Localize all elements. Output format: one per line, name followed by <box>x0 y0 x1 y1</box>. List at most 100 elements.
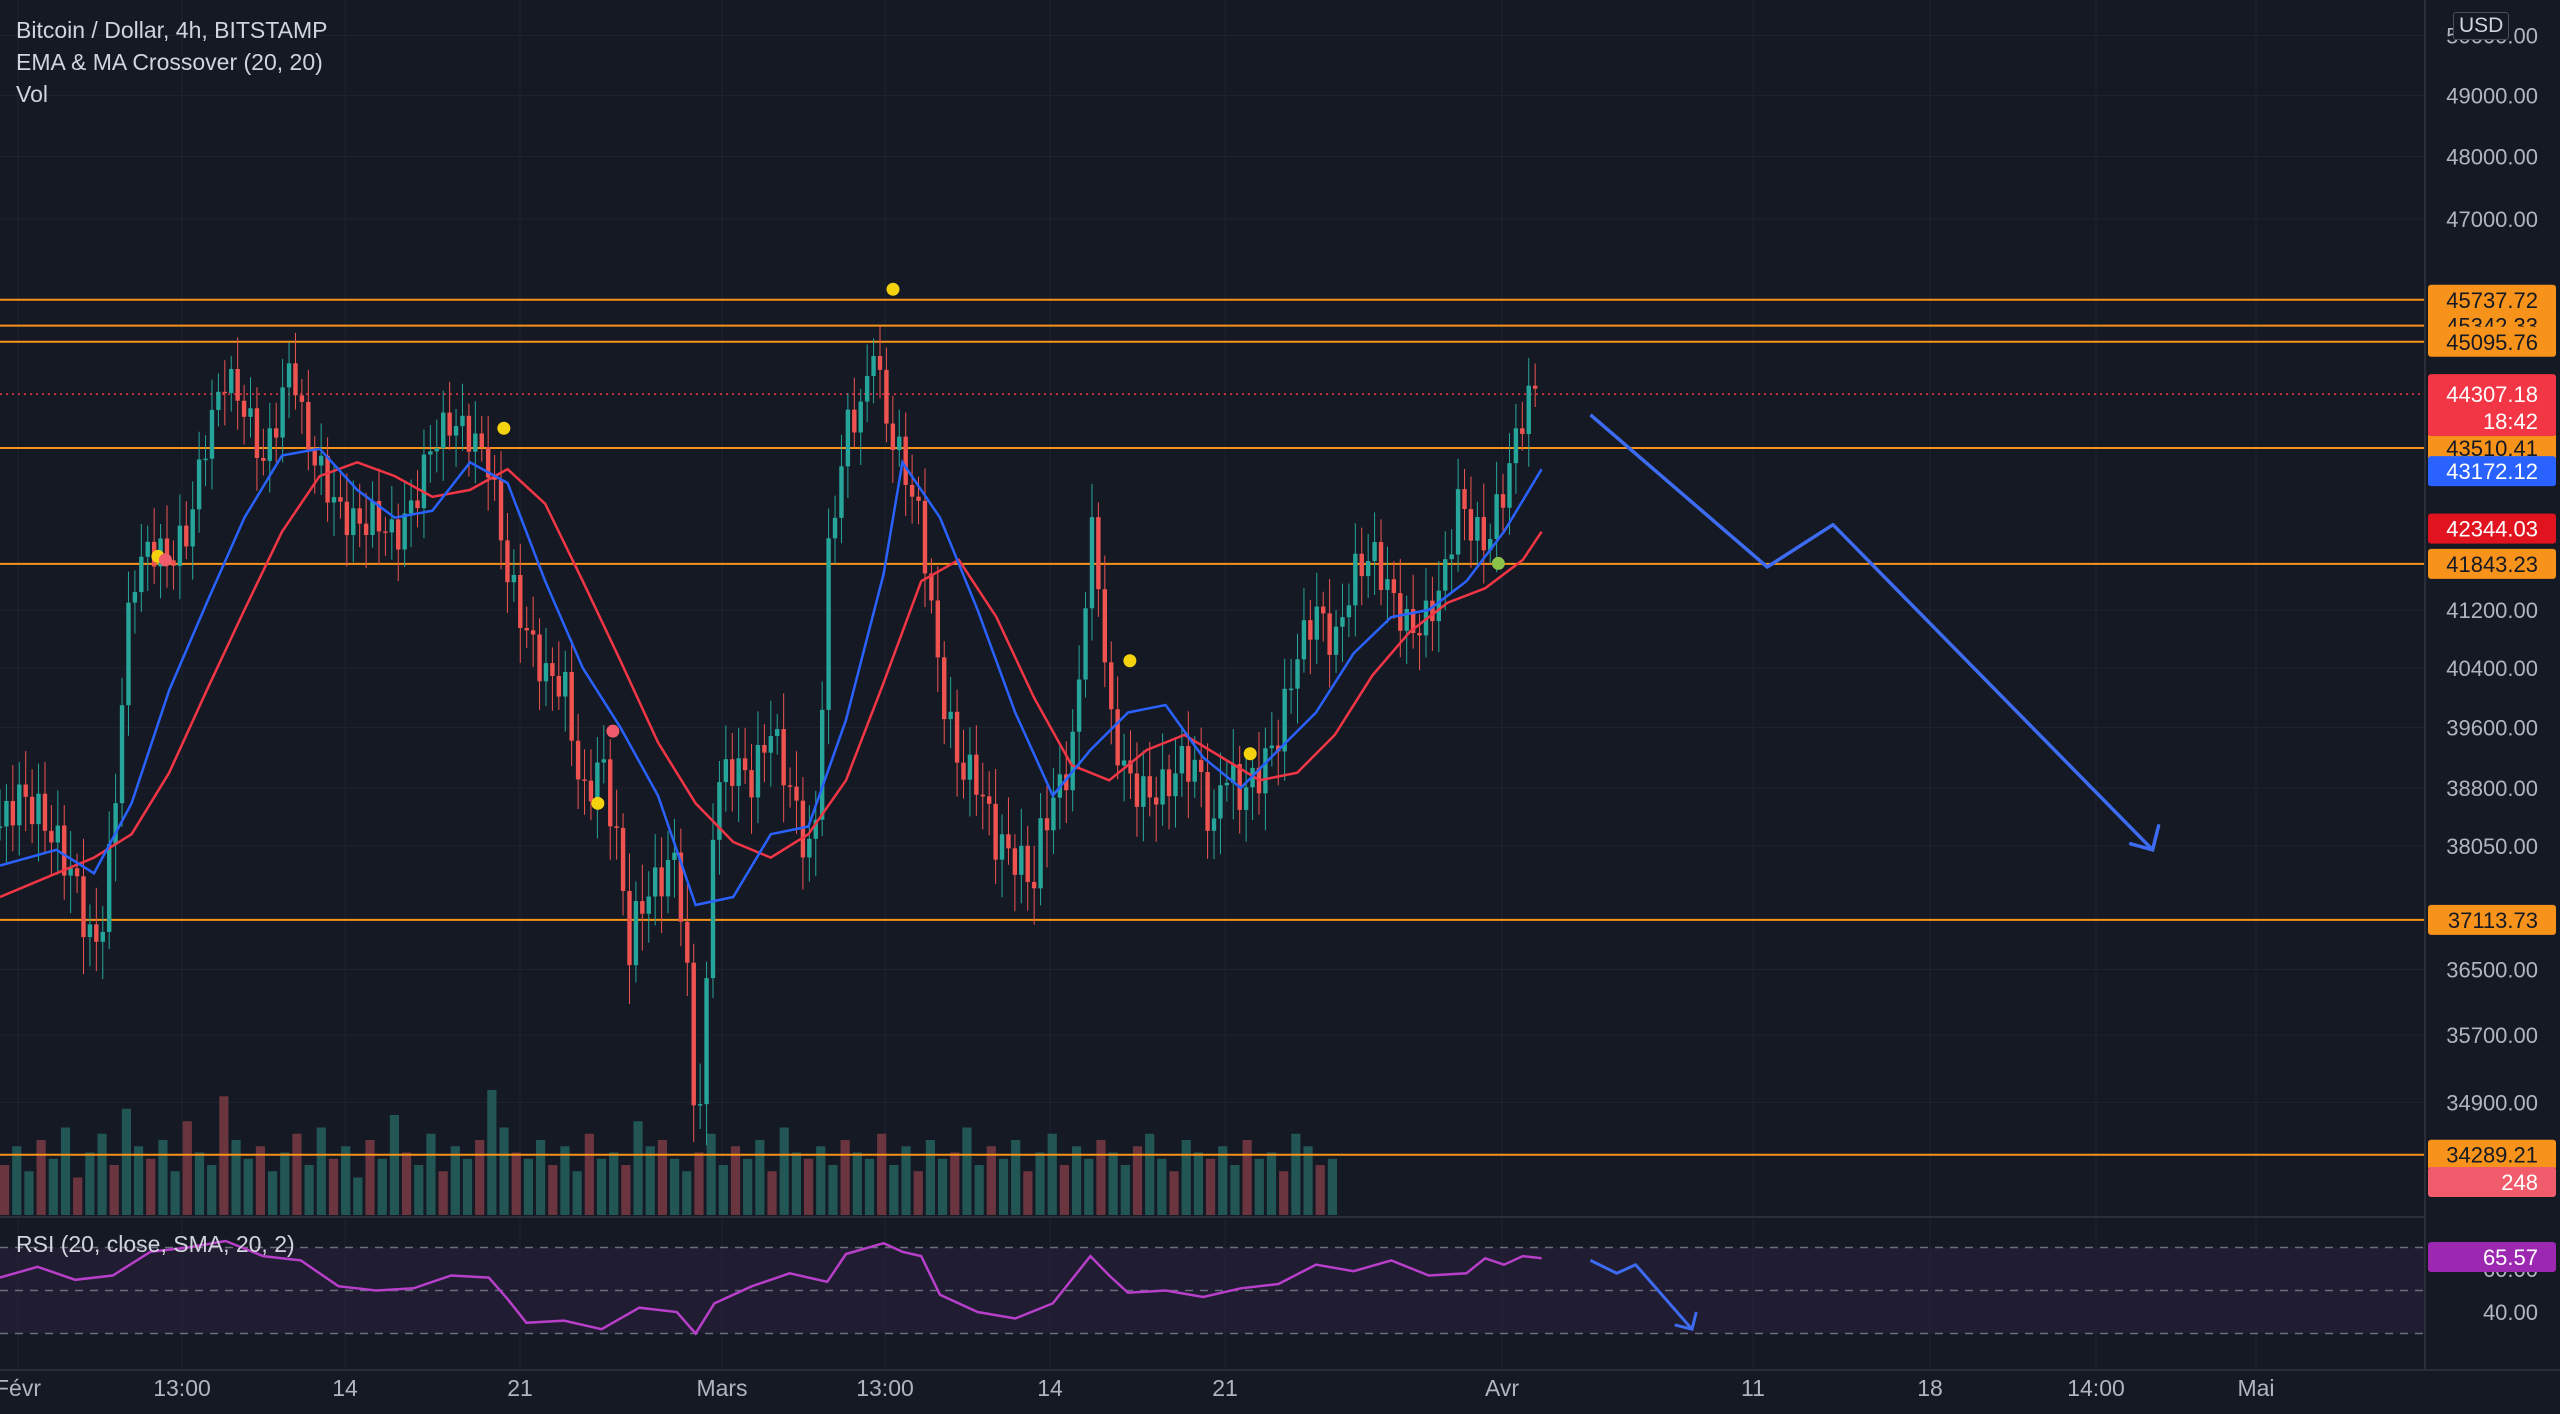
candle-body <box>190 509 195 547</box>
candle-body <box>0 826 3 828</box>
volume-value-label[interactable]: 248 <box>2501 1170 2538 1195</box>
rsi-label[interactable]: RSI (20, close, SMA, 20, 2) <box>16 1231 295 1257</box>
candle-body <box>1513 428 1519 464</box>
candle-body <box>55 825 61 843</box>
ema-line <box>0 447 1543 907</box>
volume-bar <box>816 1146 826 1215</box>
candle-body <box>768 736 773 753</box>
volume-bar <box>48 1158 58 1215</box>
current-price-label[interactable]: 44307.18 <box>2446 382 2538 407</box>
projection-arrow[interactable] <box>1589 413 2161 852</box>
candle-body <box>1019 845 1024 875</box>
candle-body <box>1391 579 1397 594</box>
level-price-label[interactable]: 45737.72 <box>2446 288 2538 313</box>
candle-body <box>434 448 439 452</box>
currency-badge[interactable]: USD <box>2453 12 2510 40</box>
volume-bar <box>194 1152 205 1215</box>
candle-body <box>1115 709 1120 766</box>
volume-bar <box>706 1133 716 1215</box>
candle-body <box>299 395 305 402</box>
candle-body <box>993 803 998 860</box>
volume-bar <box>1291 1133 1301 1215</box>
chart-grid <box>0 0 2425 1370</box>
volume-bar <box>1120 1165 1130 1215</box>
candle-body <box>582 779 587 781</box>
volume-bar <box>231 1140 241 1215</box>
volume-bar <box>852 1152 862 1215</box>
candle-body <box>1488 539 1493 551</box>
candle-body <box>447 412 452 436</box>
candle-body <box>826 538 831 710</box>
ma-price-label[interactable]: 42344.03 <box>2446 517 2538 542</box>
time-tick-label: 21 <box>507 1375 533 1401</box>
volume-bar <box>1279 1171 1289 1215</box>
time-tick-label: 13:00 <box>153 1375 211 1401</box>
time-tick-label: 14 <box>1037 1375 1063 1401</box>
horizontal-levels[interactable] <box>0 298 2425 1156</box>
signal-dots <box>151 282 1505 810</box>
rsi-projection-path[interactable] <box>1589 1259 1694 1331</box>
candle-body <box>1295 659 1300 689</box>
volume-bar <box>292 1133 302 1215</box>
candle-body <box>87 924 93 938</box>
candle-body <box>1353 553 1358 606</box>
indicator-ema-ma[interactable]: EMA & MA Crossover (20, 20) <box>16 49 323 75</box>
volume-bar <box>864 1158 875 1215</box>
candle-body <box>556 675 562 697</box>
price-axis[interactable]: 50000.0049000.0048000.0047000.0041200.00… <box>2424 0 2560 1414</box>
candle-body <box>1430 600 1435 622</box>
volume-bar <box>0 1165 10 1215</box>
level-price-label[interactable]: 37113.73 <box>2448 908 2538 933</box>
candle-body <box>492 477 497 480</box>
candle-body <box>595 762 600 802</box>
candle-body <box>1243 787 1249 810</box>
candle-body <box>652 867 658 897</box>
candle-body <box>1321 606 1326 614</box>
level-price-label[interactable]: 34289.21 <box>2446 1143 2538 1168</box>
volume-bar <box>1266 1152 1277 1215</box>
candle-body <box>1089 517 1095 609</box>
candle-body <box>338 497 343 502</box>
candle-body <box>396 519 401 550</box>
candle-body <box>261 457 266 461</box>
candle-body <box>1410 608 1416 633</box>
signal-dot <box>591 796 605 810</box>
ma-line <box>0 460 1543 899</box>
candle-body <box>68 868 73 876</box>
rsi-panel[interactable] <box>0 1216 2425 1336</box>
candle-body <box>460 415 465 427</box>
candle-body <box>1096 517 1101 590</box>
volume-bar <box>158 1140 168 1215</box>
rsi-value-label[interactable]: 65.57 <box>2483 1245 2538 1270</box>
level-price-label[interactable]: 45095.76 <box>2446 330 2538 355</box>
price-tick-label: 40400.00 <box>2446 656 2538 681</box>
price-tick-label: 34900.00 <box>2446 1090 2538 1115</box>
symbol-title[interactable]: Bitcoin / Dollar, 4h, BITSTAMP <box>16 17 328 43</box>
candle-body <box>1378 542 1384 591</box>
time-tick-label: 21 <box>1212 1375 1238 1401</box>
candle-body <box>999 834 1005 860</box>
candle-body <box>177 525 183 566</box>
candle-body <box>498 479 504 541</box>
candle-body <box>1462 489 1467 510</box>
candle-body <box>871 356 876 376</box>
projection-path[interactable] <box>1589 413 2154 852</box>
candle-body <box>730 759 735 786</box>
volume-bar <box>341 1146 351 1215</box>
volume-bar <box>402 1152 412 1215</box>
candle-body <box>441 412 446 449</box>
candle-body <box>254 408 260 458</box>
time-axis[interactable]: Févr 13:00 14 21 Mars 13:00 14 21 Avr 11 18 14:00 Ma… <box>0 1369 2560 1401</box>
indicator-vol[interactable]: Vol <box>16 81 48 107</box>
volume-bar <box>633 1121 643 1215</box>
candle-body <box>145 541 150 557</box>
level-price-label[interactable]: 41843.23 <box>2446 552 2538 577</box>
level-price-label-bg <box>2428 284 2556 315</box>
time-tick-label: Févr <box>0 1375 41 1401</box>
ema-price-label[interactable]: 43172.12 <box>2446 459 2538 484</box>
candle-body <box>1372 542 1377 562</box>
projection-arrowhead <box>2128 824 2161 852</box>
candle-body <box>704 978 709 1105</box>
